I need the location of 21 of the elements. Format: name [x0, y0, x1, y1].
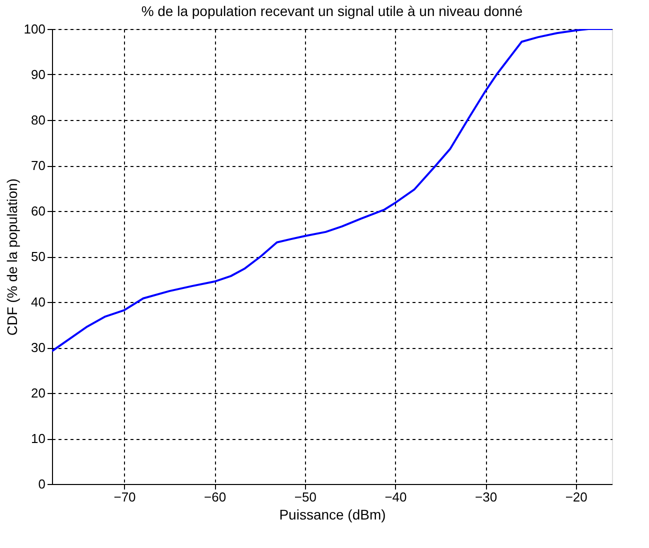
x-tick-label: −20 — [565, 490, 588, 504]
y-tick-label: 80 — [31, 112, 46, 128]
x-tick-label: −40 — [384, 490, 407, 504]
y-tick-label: 10 — [31, 431, 46, 446]
y-tick-label: 30 — [31, 340, 46, 355]
y-tick-label: 50 — [31, 249, 46, 264]
x-tick-label: −50 — [294, 490, 316, 504]
y-tick-label: 70 — [31, 158, 46, 173]
y-tick-label: 60 — [31, 204, 46, 218]
x-tick-label: −70 — [114, 490, 136, 504]
x-axis-title: Puissance (dBm) — [279, 506, 386, 522]
y-tick-label: 0 — [38, 476, 46, 492]
line-series — [52, 29, 612, 352]
y-tick-label: 20 — [31, 386, 46, 400]
y-tick-label: 40 — [31, 294, 46, 310]
chart-title: % de la population recevant un signal utile à un niveau donné — [141, 3, 523, 19]
y-axis-title: CDF (% de la population) — [4, 178, 20, 336]
y-tick-label: 90 — [31, 67, 46, 82]
x-tick-label: −60 — [204, 490, 226, 504]
y-tick-label: 100 — [24, 22, 46, 36]
x-tick-label: −30 — [475, 490, 498, 504]
